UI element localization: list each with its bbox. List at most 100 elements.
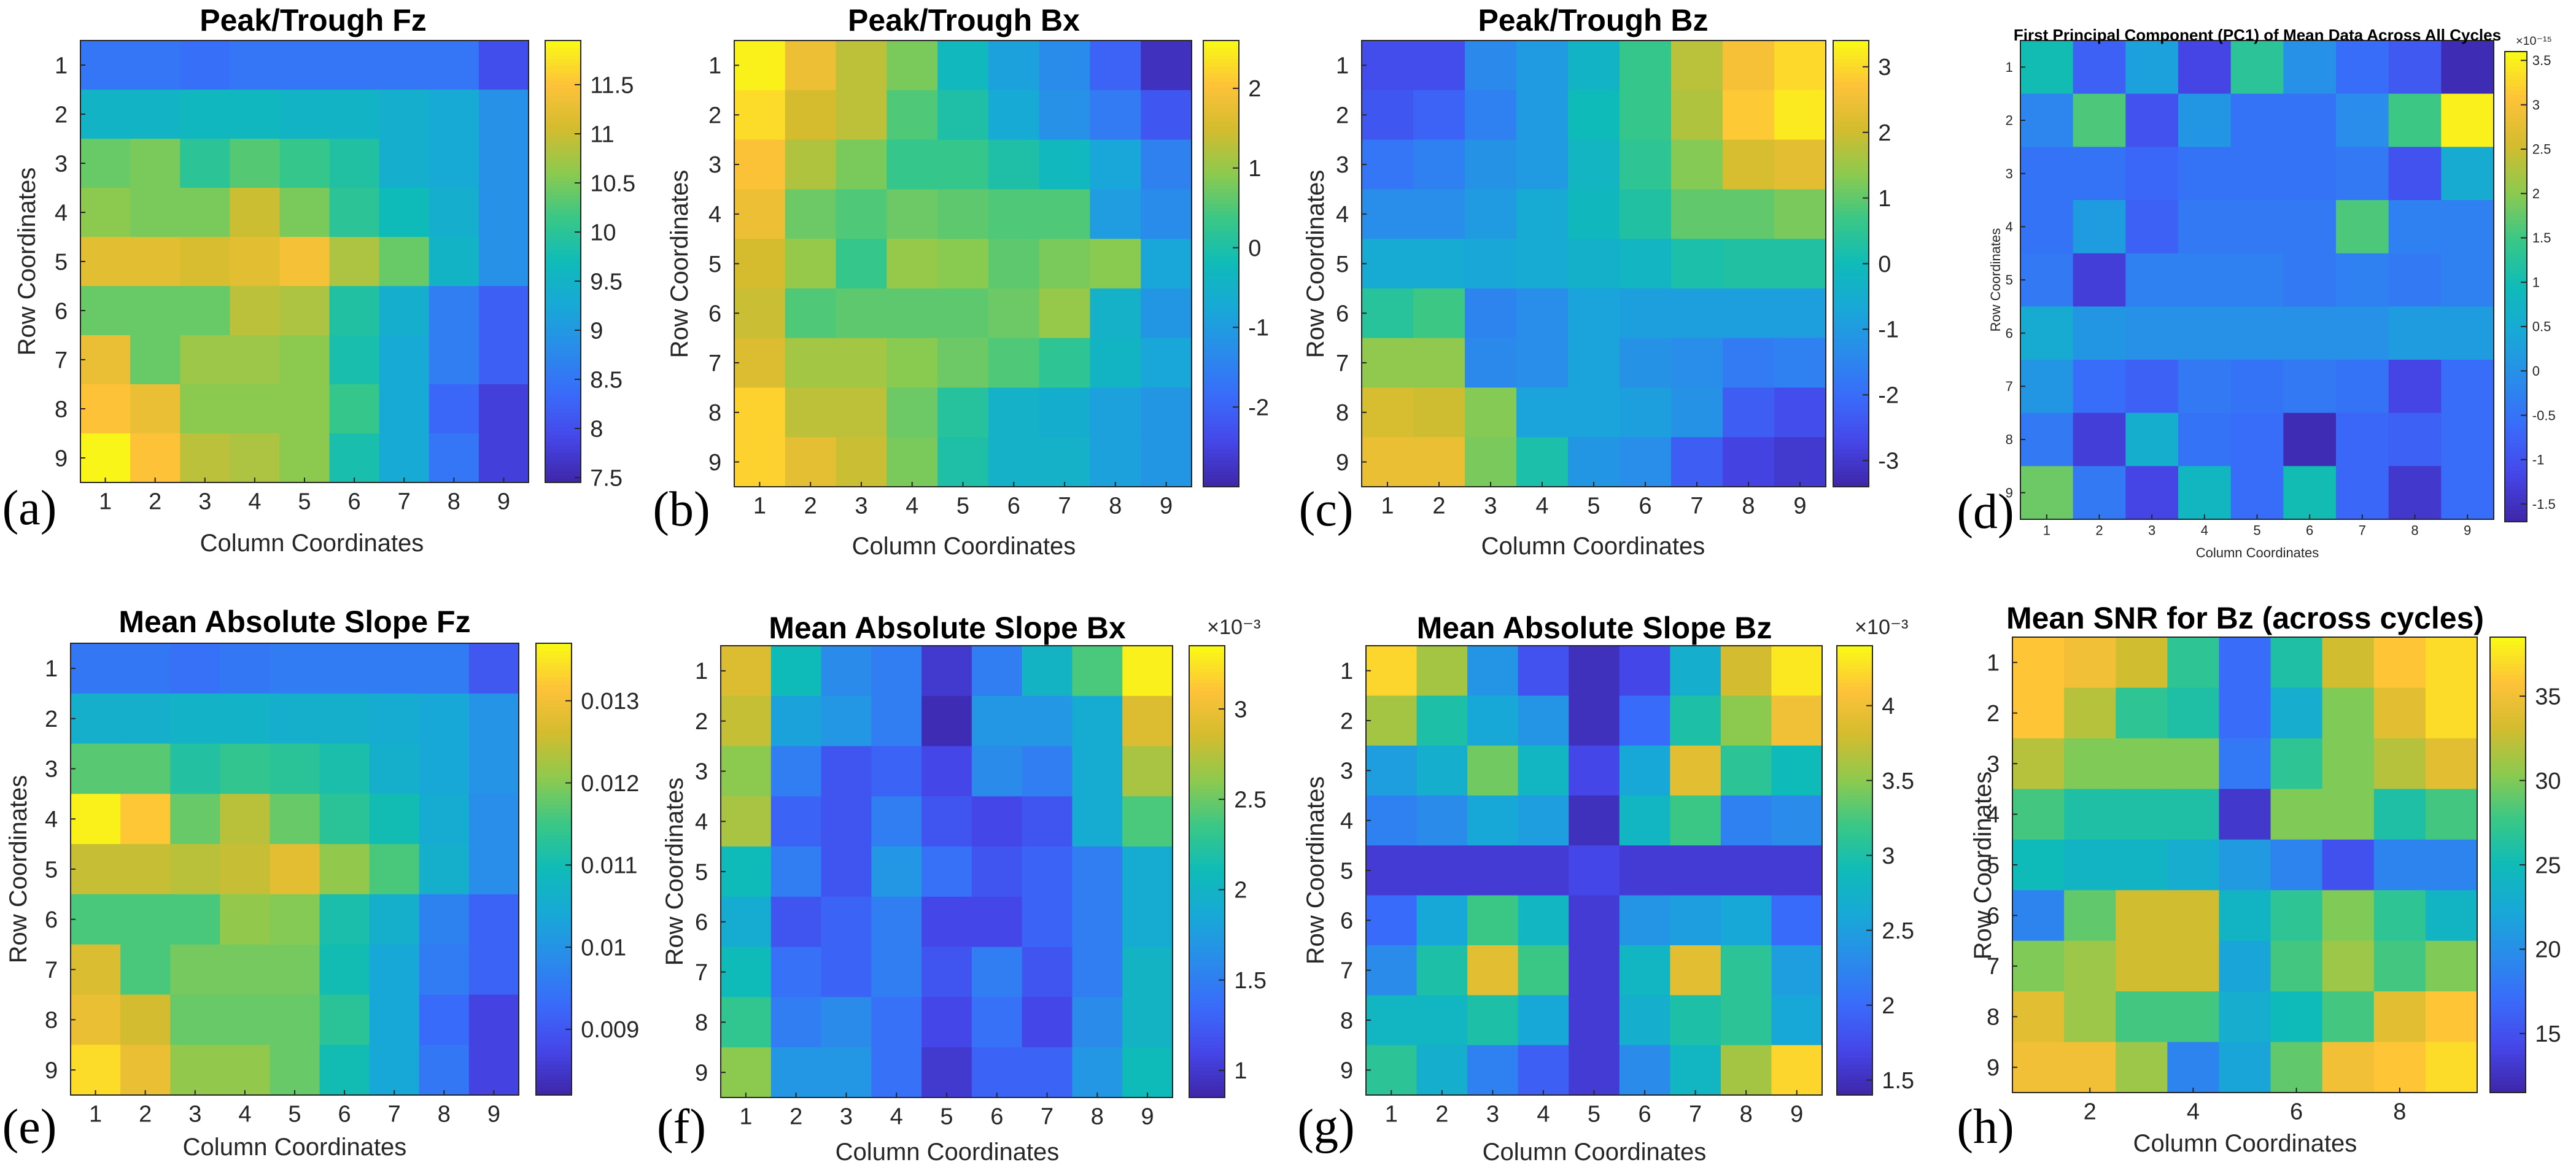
heatmap-cell xyxy=(734,338,786,389)
colorbar-segment xyxy=(1203,435,1239,439)
colorbar-segment xyxy=(1189,660,1225,665)
colorbar-segment xyxy=(1189,962,1225,967)
colorbar-segment xyxy=(1189,920,1225,925)
heatmap-cell xyxy=(478,188,529,238)
heatmap-cell xyxy=(1671,288,1723,339)
heatmap-cell xyxy=(1416,695,1468,746)
heatmap-cell xyxy=(2219,940,2271,992)
colorbar-segment xyxy=(1837,698,1872,703)
heatmap-cell xyxy=(319,894,370,945)
colorbar-segment xyxy=(536,891,572,896)
heatmap-cell xyxy=(821,946,872,998)
colorbar-segment xyxy=(1203,130,1239,134)
colorbar-segment xyxy=(1189,664,1225,669)
colorbar-segment xyxy=(536,684,572,689)
heatmap-cell xyxy=(419,1045,470,1096)
colorbar-segment xyxy=(2505,506,2527,511)
heatmap-cell xyxy=(1774,189,1826,239)
heatmap-cell xyxy=(921,695,972,747)
colorbar-segment xyxy=(2490,728,2526,733)
heatmap-cell xyxy=(2125,306,2179,360)
heatmap-cell xyxy=(937,437,989,487)
colorbar-segment xyxy=(2505,494,2527,499)
colorbar-segment xyxy=(2490,648,2526,653)
colorbar-tick-label: 10 xyxy=(590,220,616,246)
y-tick-label: 4 xyxy=(55,200,68,226)
colorbar-segment xyxy=(1837,1005,1872,1010)
colorbar-segment xyxy=(2490,739,2526,744)
colorbar-segment xyxy=(1189,796,1225,801)
colorbar-segment xyxy=(2490,940,2526,945)
colorbar-segment xyxy=(545,59,581,63)
heatmap-cell xyxy=(2373,991,2426,1043)
colorbar-segment xyxy=(1203,85,1239,90)
heatmap-cell xyxy=(419,794,470,845)
colorbar-segment xyxy=(1833,446,1869,451)
colorbar-segment xyxy=(2505,490,2527,495)
heatmap-cell xyxy=(937,288,989,339)
colorbar-segment xyxy=(545,158,581,163)
colorbar-segment xyxy=(536,861,572,866)
heatmap-cell xyxy=(1518,1045,1569,1096)
colorbar-segment xyxy=(536,978,572,983)
heatmap-cell xyxy=(2441,466,2494,520)
heatmap-cell xyxy=(721,946,772,998)
colorbar-segment xyxy=(2490,1062,2526,1067)
colorbar-tick-label: 3 xyxy=(1878,55,1891,80)
heatmap-cell xyxy=(2270,991,2323,1043)
colorbar-segment xyxy=(536,974,572,979)
heatmap-cell xyxy=(170,1045,220,1096)
colorbar-segment xyxy=(536,850,572,855)
heatmap-cell xyxy=(468,643,519,694)
heatmap-cell xyxy=(319,794,370,845)
heatmap-cell xyxy=(721,896,772,948)
heatmap-cell xyxy=(836,288,887,339)
heatmap-cell xyxy=(1072,846,1123,897)
heatmap-cell xyxy=(230,41,281,90)
heatmap-cell xyxy=(419,894,470,945)
colorbar-tick-label: 0 xyxy=(2532,363,2540,379)
colorbar-segment xyxy=(1833,401,1869,406)
colorbar-segment xyxy=(1837,818,1872,822)
colorbar-segment xyxy=(2505,87,2527,91)
heatmap-cell xyxy=(2073,306,2126,360)
colorbar-segment xyxy=(1189,1029,1225,1034)
y-axis-label: Row Coordinates xyxy=(1969,772,1996,960)
heatmap-cell xyxy=(2116,839,2168,891)
heatmap-cell xyxy=(1362,90,1414,141)
colorbar-segment xyxy=(545,287,581,292)
heatmap-cell xyxy=(1141,338,1192,389)
colorbar-segment xyxy=(1203,174,1239,179)
colorbar-segment xyxy=(2505,267,2527,272)
panel-label: (c) xyxy=(1299,482,1354,536)
heatmap-cell xyxy=(1723,41,1775,91)
colorbar-segment xyxy=(1189,1052,1225,1057)
colorbar-segment xyxy=(1203,245,1239,250)
colorbar-segment xyxy=(1189,710,1225,714)
heatmap-cell xyxy=(270,944,320,996)
y-tick-label: 8 xyxy=(1987,1005,2000,1031)
colorbar-tick-label: -2 xyxy=(1248,395,1269,420)
colorbar-segment xyxy=(2490,971,2526,976)
colorbar-segment xyxy=(536,854,572,859)
heatmap-cell xyxy=(2336,360,2389,414)
colorbar-segment xyxy=(536,801,572,806)
colorbar-segment xyxy=(1833,282,1869,287)
colorbar-segment xyxy=(1203,63,1239,68)
heatmap-cell xyxy=(1467,895,1519,946)
colorbar-segment xyxy=(545,298,581,303)
colorbar-segment xyxy=(1203,457,1239,462)
colorbar-segment xyxy=(2505,471,2527,476)
colorbar-segment xyxy=(1837,713,1872,718)
heatmap-cell xyxy=(180,433,230,483)
y-tick-label: 5 xyxy=(1987,853,2000,878)
colorbar-segment xyxy=(2490,1028,2526,1032)
heatmap-cell xyxy=(80,139,131,188)
heatmap-cell xyxy=(2064,839,2116,891)
heatmap-cell xyxy=(1467,646,1519,696)
colorbar-segment xyxy=(1833,289,1869,294)
y-tick-label: 6 xyxy=(708,301,721,327)
x-tick-label: 9 xyxy=(487,1102,500,1128)
x-tick-label: 3 xyxy=(840,1104,853,1130)
colorbar-segment xyxy=(1837,702,1872,706)
